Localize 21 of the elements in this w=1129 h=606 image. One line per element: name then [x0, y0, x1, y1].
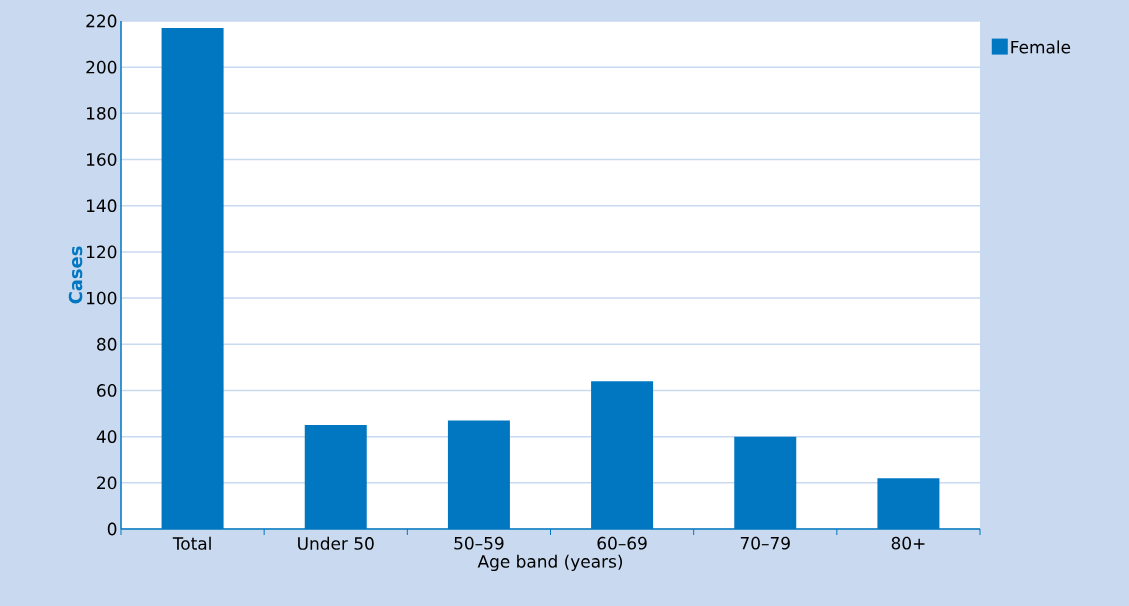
y-tick-label: 180 — [87, 106, 117, 120]
y-tick-label: 60 — [97, 384, 117, 397]
y-tick-label: 0 — [107, 522, 117, 536]
x-tick-label: 80+ — [891, 536, 925, 550]
x-tick-label: 70–79 — [740, 536, 790, 550]
y-tick-label: 220 — [86, 14, 117, 28]
x-tick-label: Total — [172, 536, 211, 550]
y-tick-label: 40 — [96, 430, 117, 444]
y-tick-label: 120 — [87, 245, 117, 259]
legend-label: Female — [1011, 40, 1071, 54]
y-axis-title: Cases — [68, 246, 83, 304]
x-tick-label: Under 50 — [298, 536, 374, 550]
y-tick-label: 200 — [86, 60, 117, 74]
y-tick-label: 160 — [87, 153, 117, 166]
y-tick-label: 20 — [97, 476, 117, 490]
x-tick-label: 50–59 — [454, 536, 504, 550]
x-tick-label: 60–69 — [597, 536, 647, 550]
y-tick-label: 140 — [87, 199, 117, 213]
y-tick-label: 100 — [87, 291, 117, 305]
x-axis-title: Age band (years) — [477, 554, 623, 572]
y-tick-label: 80 — [97, 337, 117, 351]
